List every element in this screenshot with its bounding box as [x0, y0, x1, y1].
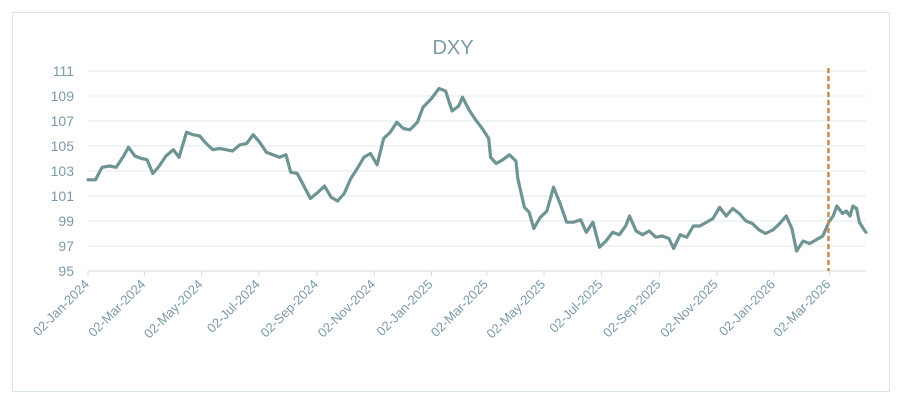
y-axis-ticks: 95 97 99 101 103 105 107 109 111: [51, 63, 75, 279]
chart-frame: DXY 95 97 99 101 103 105 107 109 111 02-Jan-2024…: [12, 12, 890, 392]
y-tick-label: 99: [58, 213, 74, 229]
chart-title: DXY: [432, 37, 473, 59]
x-tick-label: 02-Jul-2024: [204, 277, 263, 336]
x-axis-ticks: 02-Jan-202402-Mar-202402-May-202402-Jul-…: [30, 271, 834, 341]
y-tick-label: 105: [51, 138, 75, 154]
x-tick-label: 02-Jul-2025: [546, 277, 605, 336]
y-tick-label: 107: [51, 113, 75, 129]
y-tick-label: 103: [51, 163, 75, 179]
x-tick-label: 02-Nov-2024: [315, 277, 379, 341]
x-tick-label: 02-Mar-2024: [85, 277, 148, 340]
x-tick-label: 02-Jan-2025: [373, 277, 435, 339]
x-tick-label: 02-May-2025: [483, 277, 548, 342]
series-layer: [86, 86, 868, 253]
y-tick-label: 95: [58, 263, 74, 279]
y-tick-label: 111: [53, 63, 74, 79]
x-tick-label: 02-Sep-2024: [257, 277, 321, 341]
x-tick-label: 02-May-2024: [141, 277, 206, 342]
y-tick-label: 109: [51, 88, 75, 104]
x-tick-label: 02-Jan-2024: [30, 277, 92, 339]
y-tick-label: 97: [58, 238, 74, 254]
x-tick-label: 02-Jan-2026: [716, 277, 778, 339]
x-tick-label: 02-Sep-2025: [600, 277, 664, 341]
grid-layer: [88, 70, 866, 272]
dxy-series-line: [86, 86, 868, 253]
dxy-line-chart: DXY 95 97 99 101 103 105 107 109 111 02-Jan-2024…: [30, 37, 868, 341]
x-tick-label: 02-Mar-2026: [770, 277, 833, 340]
x-tick-label: 02-Nov-2025: [657, 277, 721, 341]
y-tick-label: 101: [51, 188, 75, 204]
x-tick-label: 02-Mar-2025: [428, 277, 491, 340]
